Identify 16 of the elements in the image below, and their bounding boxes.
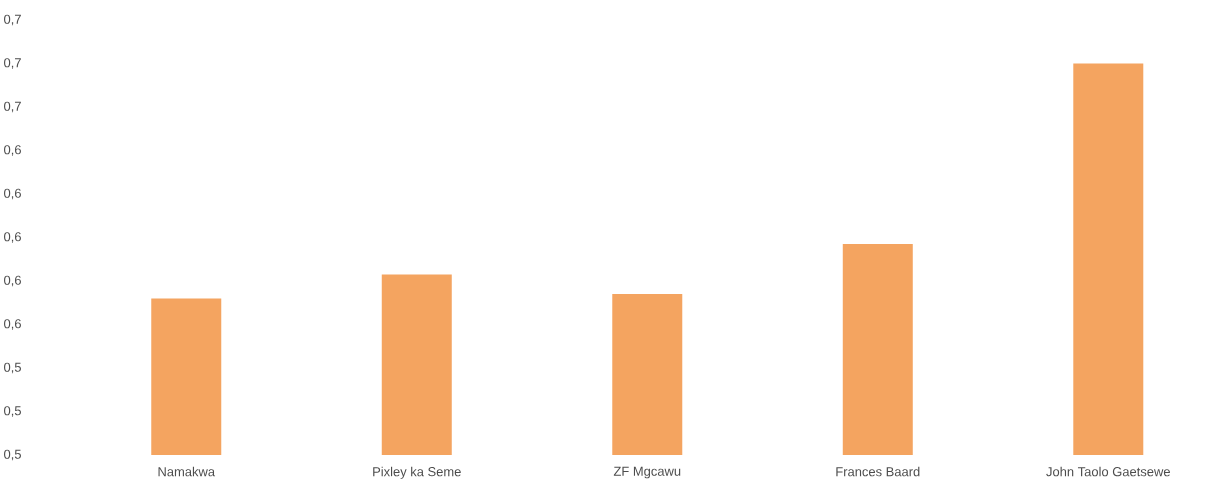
y-tick-label: 0,5 — [4, 449, 21, 461]
y-tick-label: 0,7 — [4, 101, 21, 113]
x-tick-label: Pixley ka Seme — [373, 466, 461, 479]
y-tick-label: 0,7 — [4, 14, 21, 26]
x-tick-label: Frances Baard — [836, 466, 920, 477]
y-tick-label: 0,6 — [4, 232, 21, 243]
y-tick-label: 0,6 — [4, 319, 21, 330]
y-tick-label: 0,5 — [4, 362, 21, 374]
y-tick-label: 0,7 — [4, 58, 21, 69]
x-tick-label: ZF Mgcawu — [613, 466, 681, 479]
x-tick-label: John Taolo Gaetsewe — [1046, 466, 1170, 477]
y-tick-label: 0,6 — [4, 188, 21, 200]
x-tick-label: Namakwa — [158, 466, 216, 477]
y-tick-label: 0,6 — [4, 145, 21, 156]
y-tick-label: 0,6 — [4, 275, 21, 287]
y-tick-label: 0,5 — [4, 406, 21, 417]
